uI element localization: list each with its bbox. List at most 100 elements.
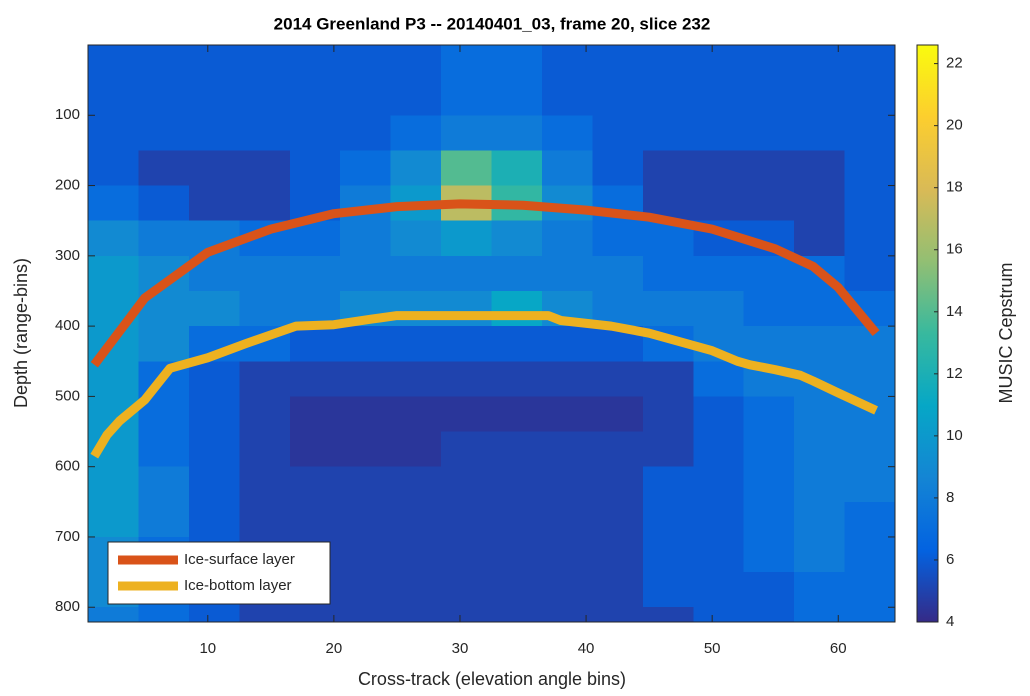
heatmap-cell — [743, 466, 795, 503]
heatmap-cell — [743, 45, 795, 81]
heatmap-cell — [541, 607, 593, 623]
heatmap-cell — [441, 361, 492, 397]
heatmap-cell — [441, 115, 492, 151]
heatmap-cell — [693, 572, 745, 608]
heatmap-cell — [693, 45, 745, 81]
heatmap-cell — [138, 220, 190, 257]
heatmap-cell — [592, 607, 644, 623]
heatmap-cell — [491, 536, 543, 573]
colorbar-tick-label: 22 — [946, 55, 963, 72]
heatmap-cell — [592, 501, 644, 538]
heatmap-cell — [239, 185, 291, 222]
heatmap-cell — [743, 536, 795, 573]
y-tick-label: 700 — [55, 528, 80, 545]
heatmap-cell — [188, 45, 240, 81]
heatmap-cell — [794, 396, 846, 433]
heatmap-cell — [794, 536, 846, 573]
heatmap-cell — [289, 326, 341, 362]
heatmap-cell — [541, 572, 593, 608]
heatmap-cell — [390, 255, 442, 292]
heatmap-cell — [390, 290, 442, 327]
y-tick-label: 800 — [55, 598, 80, 615]
heatmap-cell — [88, 115, 139, 151]
heatmap-cell — [88, 80, 139, 116]
heatmap-cell — [390, 501, 442, 538]
heatmap-cell — [491, 361, 543, 397]
heatmap-cell — [441, 501, 492, 538]
heatmap-cell — [541, 466, 593, 503]
heatmap-cell — [844, 255, 896, 292]
heatmap-cell — [642, 536, 694, 573]
heatmap-cell — [340, 150, 392, 187]
heatmap-cell — [592, 45, 644, 81]
heatmap-cell — [743, 255, 795, 292]
heatmap-cell — [743, 501, 795, 538]
heatmap-cell — [844, 361, 896, 397]
heatmap-cell — [88, 220, 139, 257]
heatmap-cell — [541, 361, 593, 397]
heatmap-cell — [188, 185, 240, 222]
heatmap-cell — [188, 501, 240, 538]
heatmap-cell — [390, 431, 442, 468]
heatmap-cell — [289, 607, 341, 623]
heatmap-cell — [642, 255, 694, 292]
heatmap-cell — [794, 466, 846, 503]
heatmap-cell — [491, 80, 543, 116]
heatmap-cell — [88, 255, 139, 292]
heatmap-cell — [239, 255, 291, 292]
heatmap-cell — [88, 150, 139, 187]
heatmap-cell — [491, 45, 543, 81]
heatmap-cell — [239, 607, 291, 623]
heatmap-cell — [340, 466, 392, 503]
y-tick-label: 300 — [55, 247, 80, 264]
heatmap-cell — [794, 290, 846, 327]
heatmap-cell — [340, 607, 392, 623]
heatmap-cell — [491, 220, 543, 257]
colorbar-tick-label: 4 — [946, 613, 954, 630]
heatmap-cell — [88, 501, 139, 538]
heatmap-cell — [541, 501, 593, 538]
heatmap-cell — [491, 431, 543, 468]
heatmap-cell — [390, 45, 442, 81]
heatmap-cell — [794, 150, 846, 187]
heatmap-cell — [239, 431, 291, 468]
y-tick-label: 400 — [55, 317, 80, 334]
heatmap-cell — [642, 431, 694, 468]
heatmap-cell — [642, 45, 694, 81]
heatmap-cell — [541, 536, 593, 573]
x-tick-label: 60 — [830, 640, 847, 657]
heatmap-cell — [441, 466, 492, 503]
heatmap-cell — [289, 396, 341, 433]
heatmap-cell — [188, 431, 240, 468]
legend-label: Ice-bottom layer — [184, 577, 292, 594]
heatmap-cell — [88, 185, 139, 222]
heatmap-cell — [138, 150, 190, 187]
heatmap-cell — [88, 607, 139, 623]
heatmap-cell — [794, 45, 846, 81]
chart-title: 2014 Greenland P3 -- 20140401_03, frame … — [274, 14, 711, 33]
heatmap-cell — [642, 150, 694, 187]
heatmap-cell — [794, 220, 846, 257]
heatmap-cell — [693, 536, 745, 573]
heatmap-cell — [592, 361, 644, 397]
heatmap-cell — [743, 290, 795, 327]
heatmap-cell — [693, 150, 745, 187]
heatmap-cell — [491, 572, 543, 608]
y-tick-label: 100 — [55, 106, 80, 123]
colorbar-tick-label: 20 — [946, 117, 963, 134]
heatmap-cell — [844, 501, 896, 538]
heatmap-cell — [592, 466, 644, 503]
heatmap-cell — [491, 396, 543, 433]
heatmap-cell — [592, 536, 644, 573]
heatmap-cell — [441, 290, 492, 327]
heatmap-cell — [743, 607, 795, 623]
heatmap-cell — [239, 501, 291, 538]
heatmap-cell — [239, 115, 291, 151]
heatmap-cell — [844, 150, 896, 187]
heatmap-cell — [743, 150, 795, 187]
heatmap-cell — [340, 255, 392, 292]
heatmap-cell — [743, 572, 795, 608]
heatmap-cell — [642, 572, 694, 608]
heatmap-cell — [289, 80, 341, 116]
